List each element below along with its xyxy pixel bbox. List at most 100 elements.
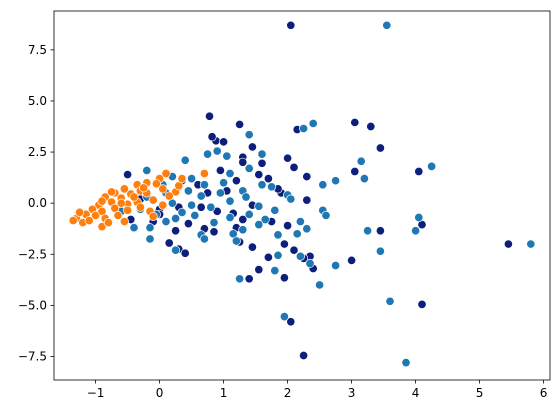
scatter-point bbox=[235, 274, 245, 284]
scatter-point bbox=[295, 217, 305, 227]
scatter-point bbox=[299, 124, 309, 134]
x-tick-label: 0 bbox=[156, 386, 164, 400]
scatter-point bbox=[225, 212, 235, 223]
scatter-point bbox=[68, 215, 78, 226]
scatter-point bbox=[180, 248, 190, 258]
scatter-point bbox=[199, 180, 209, 190]
scatter-point bbox=[526, 239, 536, 249]
scatter-point bbox=[113, 210, 123, 220]
scatter-point bbox=[84, 215, 94, 226]
scatter-point bbox=[257, 158, 267, 168]
scatter-point bbox=[123, 170, 133, 180]
scatter-point bbox=[196, 191, 206, 201]
scatter-point bbox=[142, 165, 152, 176]
scatter-point bbox=[283, 221, 293, 231]
scatter-point bbox=[427, 161, 437, 171]
scatter-point bbox=[164, 191, 174, 201]
scatter-point bbox=[257, 180, 267, 190]
scatter-point bbox=[321, 210, 331, 220]
scatter-point bbox=[503, 239, 513, 249]
scatter-point bbox=[263, 174, 273, 184]
scatter-point bbox=[177, 174, 187, 184]
scatter-point bbox=[286, 20, 296, 30]
scatter-point bbox=[254, 265, 264, 275]
scatter-point bbox=[315, 280, 325, 290]
scatter-point bbox=[414, 212, 424, 223]
scatter-point bbox=[279, 312, 289, 322]
scatter-point bbox=[331, 176, 341, 186]
scatter-point bbox=[119, 217, 129, 227]
scatter-point bbox=[158, 184, 168, 194]
scatter-point bbox=[244, 130, 254, 140]
scatter-point bbox=[75, 207, 85, 217]
x-tick-label: 2 bbox=[284, 386, 292, 400]
scatter-point bbox=[199, 168, 209, 179]
scatter-point bbox=[235, 119, 245, 130]
points-layer bbox=[68, 20, 536, 368]
y-tick-label: 0.0 bbox=[28, 196, 47, 210]
scatter-point bbox=[119, 184, 129, 194]
scatter-point bbox=[123, 205, 133, 215]
scatter-point bbox=[204, 111, 215, 121]
scatter-point bbox=[254, 170, 264, 180]
scatter-point bbox=[257, 149, 267, 159]
scatter-point bbox=[171, 226, 181, 236]
scatter-point bbox=[241, 192, 251, 202]
scatter-point bbox=[318, 180, 328, 190]
scatter-point bbox=[145, 234, 155, 244]
scatter-point bbox=[238, 214, 248, 225]
scatter-point bbox=[164, 238, 174, 248]
y-tick-label: −7.5 bbox=[18, 349, 47, 363]
scatter-point bbox=[244, 274, 254, 284]
scatter-point bbox=[286, 317, 296, 327]
scatter-point bbox=[273, 230, 283, 240]
scatter-point bbox=[244, 163, 254, 173]
x-tick-label: 3 bbox=[348, 386, 356, 400]
scatter-point bbox=[286, 194, 296, 204]
scatter-point bbox=[279, 239, 289, 249]
scatter-point bbox=[209, 227, 219, 237]
scatter-point bbox=[199, 234, 209, 244]
x-tick-label: 5 bbox=[476, 386, 484, 400]
scatter-point bbox=[299, 350, 309, 361]
scatter-point bbox=[254, 201, 264, 211]
y-tick-label: 5.0 bbox=[28, 94, 47, 108]
y-tick-label: −5.0 bbox=[18, 298, 47, 312]
scatter-point bbox=[180, 155, 190, 165]
scatter-point bbox=[183, 186, 193, 196]
x-tick-label: −1 bbox=[87, 386, 105, 400]
scatter-point bbox=[238, 225, 248, 235]
scatter-point bbox=[215, 188, 225, 198]
scatter-point bbox=[273, 250, 283, 260]
scatter-point bbox=[295, 251, 305, 261]
series-2 bbox=[68, 168, 209, 232]
scatter-point bbox=[350, 166, 360, 177]
scatter-point bbox=[347, 255, 357, 265]
scatter-point bbox=[254, 220, 264, 230]
scatter-point bbox=[222, 151, 232, 161]
scatter-point bbox=[103, 218, 113, 228]
scatter-point bbox=[187, 200, 197, 210]
scatter-point bbox=[289, 162, 299, 172]
scatter-point bbox=[212, 206, 222, 216]
scatter-point bbox=[225, 196, 235, 206]
x-tick-label: 6 bbox=[540, 386, 548, 400]
scatter-point bbox=[171, 245, 181, 255]
scatter-point bbox=[225, 168, 235, 179]
scatter-point bbox=[209, 218, 219, 228]
y-tick-label: −2.5 bbox=[18, 247, 47, 261]
scatter-point bbox=[129, 192, 139, 202]
scatter-point bbox=[212, 146, 222, 156]
scatter-point bbox=[177, 207, 187, 217]
scatter-point bbox=[97, 196, 107, 206]
scatter-point bbox=[302, 172, 312, 182]
scatter-point bbox=[417, 299, 427, 309]
scatter-point bbox=[183, 219, 193, 229]
scatter-point bbox=[190, 210, 200, 220]
x-axis-ticks: −1 0 1 2 3 4 5 6 bbox=[87, 380, 548, 400]
scatter-point bbox=[279, 273, 289, 283]
scatter-point bbox=[196, 202, 206, 212]
scatter-point bbox=[308, 118, 318, 128]
x-tick-label: 4 bbox=[412, 386, 420, 400]
